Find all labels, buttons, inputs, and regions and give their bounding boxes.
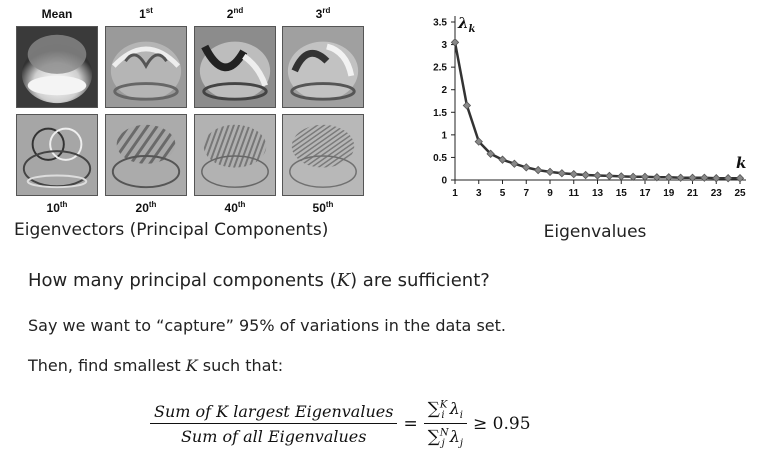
- equals-sign: =: [403, 414, 418, 434]
- data-point: [652, 173, 662, 182]
- capture-text: Say we want to “capture” 95% of variatio…: [28, 316, 506, 335]
- x-tick-label: 23: [711, 188, 723, 199]
- sum-denominator: ∑Nj λj: [427, 427, 464, 450]
- data-point: [605, 171, 614, 181]
- data-point: [640, 172, 650, 182]
- y-tick-label: 0: [441, 176, 447, 187]
- y-tick-label: 2.5: [433, 63, 447, 74]
- series-points: [450, 38, 745, 183]
- data-point: [533, 165, 543, 175]
- label-1st: 1st: [139, 6, 153, 21]
- y-tick-label: 3.5: [433, 18, 447, 29]
- eigenvalues-caption: Eigenvalues: [543, 222, 647, 242]
- eigenvector-2-image: [194, 26, 276, 108]
- sum-numerator: ∑Ki λi: [423, 399, 468, 424]
- data-point: [581, 170, 590, 180]
- x-tick-label: 11: [568, 188, 579, 199]
- eigenvector-3-image: [282, 26, 364, 108]
- data-point: [712, 174, 721, 183]
- label-mean: Mean: [41, 7, 73, 21]
- data-point: [569, 169, 578, 179]
- data-point: [617, 172, 626, 181]
- data-point: [510, 159, 519, 168]
- y-tick-label: 2: [441, 85, 447, 96]
- chart-x-ticks: 1 3 5 7 9 11 13 15 17 19 21 23 25: [452, 180, 746, 199]
- eigenvector-grid: Mean 1st 2nd 3rd: [14, 6, 374, 226]
- data-point: [593, 171, 602, 180]
- eigenvector-20-image: [105, 114, 187, 196]
- data-point: [735, 174, 745, 183]
- data-point: [557, 169, 567, 178]
- eigenvector-40-image: [194, 114, 276, 196]
- eigenvalue-chart: 00.511.522.533.5 1 3 5 7 9 11 13 15 17 19 21 23 25 λ…: [433, 14, 746, 199]
- fraction-denominator: Sum of all Eigenvalues: [180, 427, 367, 446]
- x-tick-label: 3: [476, 188, 482, 199]
- variance-formula: Sum of K largest Eigenvalues Sum of all …: [150, 393, 670, 455]
- y-tick-label: 0.5: [433, 153, 447, 164]
- data-point: [723, 174, 733, 183]
- data-point: [676, 173, 685, 182]
- x-tick-label: 17: [639, 188, 651, 199]
- eigenvector-50-image: [282, 114, 364, 196]
- find-k-text: Then, find smallest K such that:: [28, 356, 284, 375]
- y-axis-label: λk: [457, 14, 476, 35]
- fraction-numerator: Sum of K largest Eigenvalues: [150, 402, 398, 424]
- data-point: [522, 163, 531, 172]
- label-50th: 50th: [312, 200, 334, 215]
- data-point: [474, 137, 483, 146]
- question-text: How many principal components (K) are su…: [28, 270, 490, 291]
- data-point: [486, 149, 495, 158]
- x-tick-label: 1: [452, 188, 458, 199]
- y-tick-label: 1: [441, 130, 447, 141]
- data-point: [664, 173, 673, 182]
- data-point: [450, 38, 460, 47]
- y-tick-label: 3: [441, 40, 447, 51]
- x-tick-label: 5: [500, 188, 506, 199]
- eigenvector-10-image: [16, 114, 98, 196]
- series-line: [453, 42, 740, 180]
- data-point: [498, 155, 507, 164]
- mean-face-image: [16, 26, 98, 108]
- y-tick-label: 1.5: [433, 108, 447, 119]
- label-20th: 20th: [135, 200, 157, 215]
- label-3rd: 3rd: [315, 6, 331, 21]
- x-axis-label: k: [736, 154, 746, 172]
- eigenvectors-caption: Eigenvectors (Principal Components): [14, 220, 329, 240]
- label-10th: 10th: [46, 200, 68, 215]
- ratio-fraction: Sum of K largest Eigenvalues Sum of all …: [150, 402, 398, 446]
- x-tick-label: 9: [547, 188, 553, 199]
- data-point: [545, 167, 555, 177]
- x-tick-label: 13: [592, 188, 604, 199]
- x-tick-label: 19: [663, 188, 675, 199]
- chart-axes: [454, 16, 746, 181]
- sum-fraction: ∑Ki λi ∑Nj λj: [423, 399, 468, 450]
- x-tick-label: 7: [523, 188, 529, 199]
- label-2nd: 2nd: [226, 6, 244, 21]
- x-tick-label: 25: [734, 188, 746, 199]
- chart-y-ticks: 0 0.5 1 1.5 2 2.5 3 3.5: [433, 18, 455, 187]
- eigenvector-1-image: [105, 26, 187, 108]
- label-40th: 40th: [224, 200, 246, 215]
- threshold: ≥ 0.95: [473, 414, 531, 434]
- data-point: [628, 172, 638, 182]
- data-point: [462, 101, 472, 110]
- data-point: [700, 173, 709, 182]
- data-point: [688, 173, 697, 182]
- x-tick-label: 21: [687, 188, 699, 199]
- x-tick-label: 15: [616, 188, 628, 199]
